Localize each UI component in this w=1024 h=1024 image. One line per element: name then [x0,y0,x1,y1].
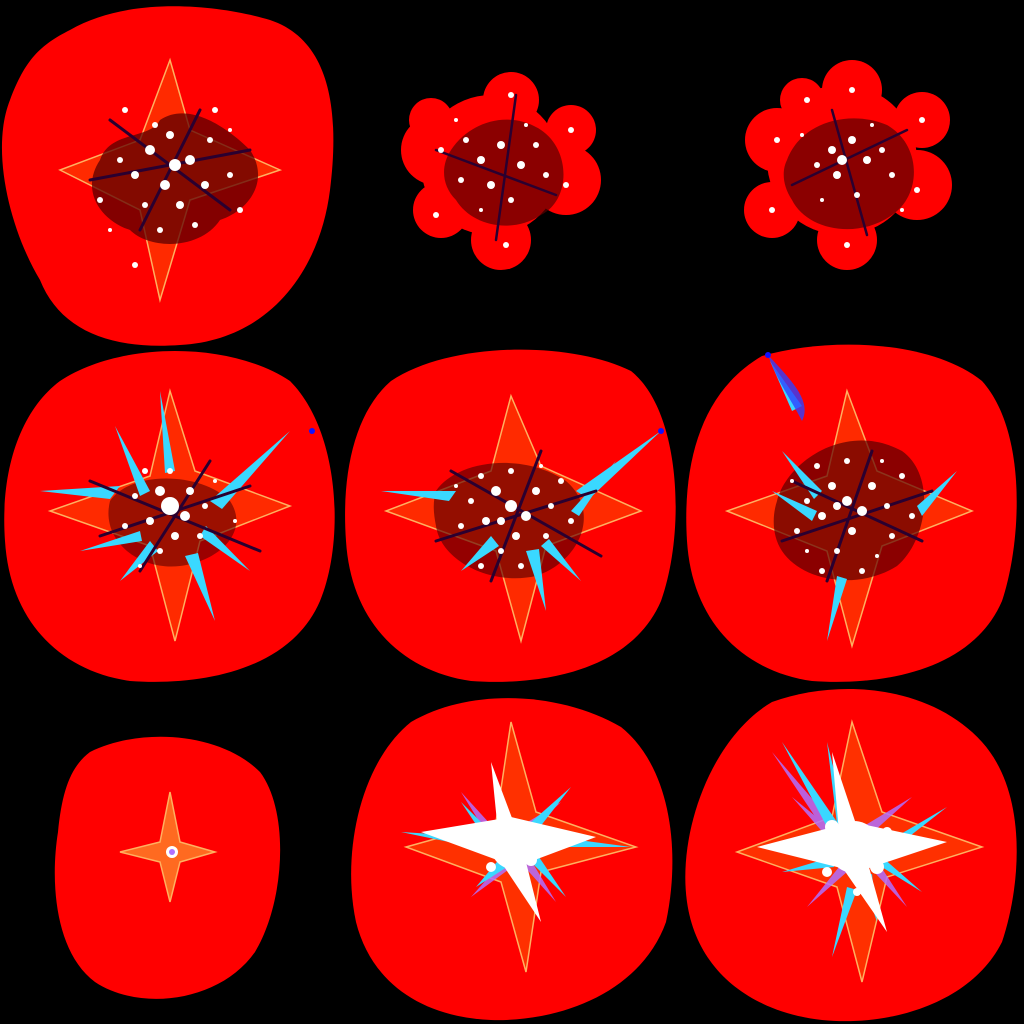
ember-smoke [773,440,925,581]
dark-streaks [434,93,558,242]
ice-burst-icon [4,351,335,682]
sprite-frame-6 [682,341,1023,682]
sprite-frame-9 [682,682,1023,1023]
bright-flash-icon [351,698,673,1021]
sprite-frame-5 [341,341,682,682]
sprite-frame-4 [0,341,341,682]
white-sparks [454,464,574,569]
sprite-frame-8 [341,682,682,1023]
white-flash [757,752,947,932]
explosion-burst-icon [1,6,334,346]
white-sparks [122,468,237,568]
blue-tip [765,352,771,358]
star-outline [119,791,218,903]
ember-smoke [91,113,259,244]
ice-burst-icon [686,344,1017,682]
blue-tip [309,428,315,434]
blue-streak [768,355,805,421]
sparks-cluster-icon [401,72,601,270]
dark-streaks [790,108,909,237]
sprite-frame-3 [682,0,1023,341]
sprite-frame-2 [341,0,682,341]
blue-tip [658,428,664,434]
white-sparks [790,458,915,574]
white-sparks [97,107,243,268]
violet-core [169,849,175,855]
ice-shards [40,391,290,621]
white-sparks [769,87,925,248]
sprite-frame-7 [0,682,341,1023]
bright-flash-icon [685,689,1017,1022]
ice-burst-icon [345,349,676,682]
ice-shards [381,431,661,611]
small-flash-icon [54,736,281,999]
white-flash [421,762,596,922]
sparks-cluster-icon [744,60,952,270]
white-sparks [433,92,574,248]
sprite-frame-1 [0,0,341,346]
